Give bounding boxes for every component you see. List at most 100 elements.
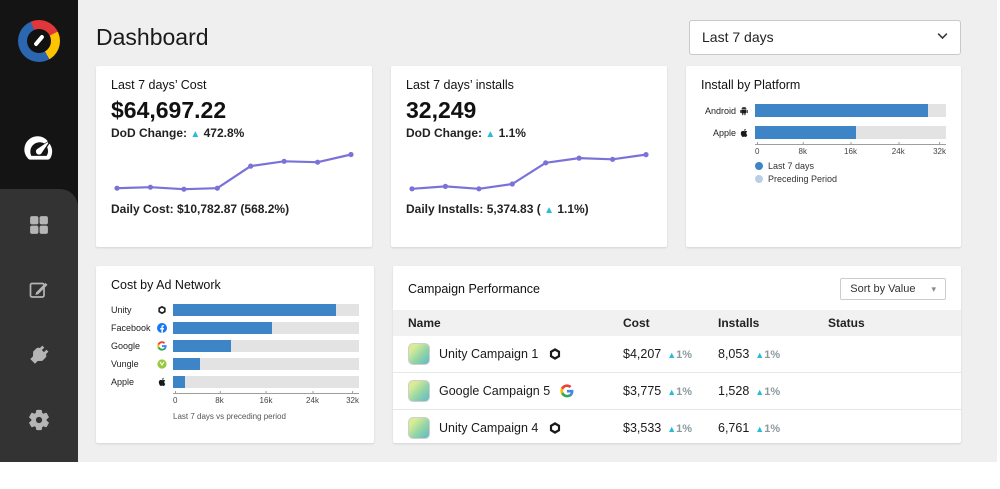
table-row[interactable]: Unity Campaign 4 $3,533 ▲1% 6,761 ▲1%: [393, 410, 961, 443]
sidebar: [0, 0, 78, 462]
installs-value: 32,249: [406, 97, 477, 123]
bar-fill: [173, 340, 232, 352]
card-title: Campaign Performance: [408, 282, 541, 296]
bar-row: Apple: [111, 376, 359, 388]
axis-tick: 16k: [259, 391, 273, 405]
up-arrow-icon: ▲: [667, 424, 677, 434]
table-row[interactable]: Unity Campaign 1 $4,207 ▲1% 8,053 ▲1%: [393, 336, 961, 373]
axis-tick: 32k: [346, 391, 359, 405]
app-window: Dashboard Last 7 days Last 7 days’ Cost …: [0, 0, 997, 462]
plug-icon: [27, 343, 51, 370]
edit-icon: [27, 278, 51, 305]
campaign-name-cell: Google Campaign 5: [408, 380, 623, 402]
platform-axis: 0 8k 16k 24k 32k: [755, 142, 946, 157]
sidebar-item-compose[interactable]: [0, 278, 78, 305]
installs-change: ▲1%: [755, 423, 781, 435]
up-arrow-icon: ▲: [544, 205, 554, 216]
axis-tick: 8k: [215, 391, 224, 405]
dod-change: DoD Change: ▲ 1.1%: [406, 126, 526, 140]
bar-fill: [755, 126, 857, 139]
topbar: Dashboard Last 7 days: [96, 8, 961, 66]
table-header: Name Cost Installs Status: [393, 310, 961, 336]
legend-item: Preceding Period: [755, 174, 946, 184]
sidebar-item-integrations[interactable]: [0, 343, 78, 370]
chevron-down-icon: [935, 28, 950, 46]
axis-tick: 0: [755, 142, 760, 156]
sidebar-item-apps[interactable]: [0, 213, 78, 240]
up-arrow-icon: ▲: [667, 387, 677, 397]
bar-label: Google: [111, 341, 167, 351]
axis-tick: 24k: [891, 142, 905, 156]
cost-cell: $3,533 ▲1%: [623, 421, 718, 435]
col-name: Name: [408, 316, 441, 330]
up-arrow-icon: ▲: [755, 350, 765, 360]
preceding-period-dot-icon: [755, 175, 763, 183]
up-arrow-icon: ▲: [485, 129, 496, 140]
up-arrow-icon: ▲: [190, 129, 201, 140]
up-arrow-icon: ▲: [755, 424, 765, 434]
installs-change: ▲1%: [755, 349, 781, 361]
cost-cell: $4,207 ▲1%: [623, 347, 718, 361]
cost-value: $64,697.22: [111, 97, 227, 123]
installs-value: 1,528: [718, 384, 750, 398]
card-title: Cost by Ad Network: [111, 278, 221, 292]
bar-row: Android: [701, 104, 946, 117]
axis-tick: 32k: [933, 142, 946, 156]
table-row[interactable]: Google Campaign 5 $3,775 ▲1% 1,528 ▲1%: [393, 373, 961, 410]
cost-change: ▲1%: [667, 423, 693, 435]
bar-fill: [173, 358, 201, 370]
android-icon: [739, 106, 749, 116]
bar-category: Android: [704, 105, 736, 116]
bar-track: [173, 340, 359, 352]
google-icon: [157, 341, 167, 351]
unity-icon: [157, 305, 167, 315]
bar-track: [173, 304, 359, 316]
platform-bar-chart: Android Apple: [701, 104, 946, 139]
ad-network-bar-chart: Unity Facebook Google Vungle Apple: [111, 304, 359, 388]
app-icon: [408, 380, 430, 402]
sidebar-nav: [0, 189, 78, 462]
cost-change: ▲1%: [667, 349, 693, 361]
caret-down-icon: ▾: [931, 283, 936, 294]
card-title: Install by Platform: [701, 78, 801, 92]
card-title: Last 7 days’ installs: [406, 78, 514, 92]
bar-category: Unity: [111, 305, 132, 315]
sidebar-item-settings[interactable]: [0, 408, 78, 435]
bar-fill: [173, 322, 272, 334]
sidebar-top: [0, 0, 78, 167]
bar-label: Unity: [111, 305, 167, 315]
axis-tick: 16k: [844, 142, 857, 156]
sort-by-select[interactable]: Sort by Value ▾: [840, 278, 946, 300]
up-arrow-icon: ▲: [667, 350, 677, 360]
bar-row: Facebook: [111, 322, 359, 334]
bar-fill: [755, 104, 929, 117]
ad-network-axis: 0 8k 16k 24k 32k: [173, 391, 359, 406]
installs-cell: 1,528 ▲1%: [718, 384, 828, 398]
campaign-name: Unity Campaign 1: [439, 347, 539, 361]
grid-icon: [27, 213, 51, 240]
bar-label: Facebook: [111, 323, 167, 333]
campaign-name-cell: Unity Campaign 1: [408, 343, 623, 365]
legend-item: Last 7 days: [755, 161, 946, 171]
sparkline-svg: [114, 151, 354, 192]
bar-category: Apple: [111, 377, 135, 387]
date-range-select[interactable]: Last 7 days: [689, 19, 961, 55]
bar-label: Apple: [111, 377, 167, 387]
main-content: Dashboard Last 7 days Last 7 days’ Cost …: [78, 0, 997, 462]
bar-category: Facebook: [111, 323, 151, 333]
bar-label: Apple: [701, 128, 749, 138]
campaign-name: Google Campaign 5: [439, 384, 551, 398]
bar-row: Apple: [701, 126, 946, 139]
bar-track: [173, 322, 359, 334]
bar-label: Vungle: [111, 359, 167, 369]
app-icon: [408, 343, 430, 365]
installs-footer: Daily Installs: 5,374.83 ( ▲ 1.1%): [406, 202, 589, 216]
cost-cell: $3,775 ▲1%: [623, 384, 718, 398]
bar-track: [173, 358, 359, 370]
bar-row: Vungle: [111, 358, 359, 370]
sidebar-item-dashboard[interactable]: [0, 134, 78, 167]
campaign-card-header: Campaign Performance Sort by Value ▾: [393, 278, 961, 310]
date-range-value: Last 7 days: [702, 29, 774, 45]
app-logo[interactable]: [18, 20, 60, 62]
chart-legend: Last 7 days Preceding Period: [755, 161, 946, 184]
